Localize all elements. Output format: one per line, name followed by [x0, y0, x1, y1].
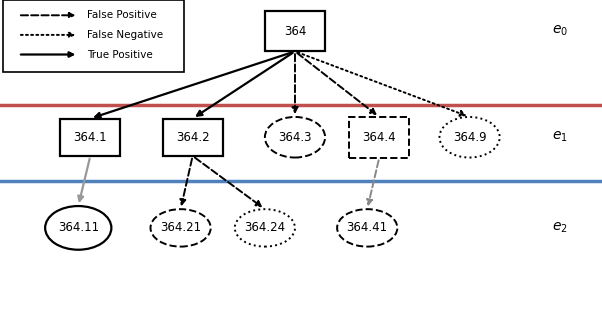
Text: 364.2: 364.2: [176, 131, 209, 144]
Ellipse shape: [337, 209, 397, 246]
Ellipse shape: [45, 206, 111, 250]
Ellipse shape: [150, 209, 211, 246]
Text: False Positive: False Positive: [87, 10, 157, 20]
Text: True Positive: True Positive: [87, 50, 153, 60]
Ellipse shape: [235, 209, 295, 246]
Text: False Negative: False Negative: [87, 30, 163, 40]
Text: 364.41: 364.41: [347, 222, 388, 234]
Text: 364.3: 364.3: [278, 131, 312, 144]
Text: $e_2$: $e_2$: [552, 221, 568, 235]
FancyBboxPatch shape: [60, 119, 120, 156]
FancyBboxPatch shape: [349, 117, 409, 158]
Text: 364.24: 364.24: [244, 222, 285, 234]
FancyBboxPatch shape: [265, 11, 325, 51]
Text: 364.21: 364.21: [160, 222, 201, 234]
Text: 364.9: 364.9: [453, 131, 486, 144]
Text: 364.1: 364.1: [73, 131, 107, 144]
Text: 364.4: 364.4: [362, 131, 396, 144]
Text: $e_1$: $e_1$: [552, 130, 568, 144]
Ellipse shape: [265, 117, 325, 158]
FancyBboxPatch shape: [163, 119, 223, 156]
FancyBboxPatch shape: [3, 0, 184, 72]
Text: 364: 364: [284, 25, 306, 37]
Ellipse shape: [439, 117, 500, 158]
Text: 364.11: 364.11: [58, 222, 99, 234]
Text: $e_0$: $e_0$: [552, 24, 568, 38]
